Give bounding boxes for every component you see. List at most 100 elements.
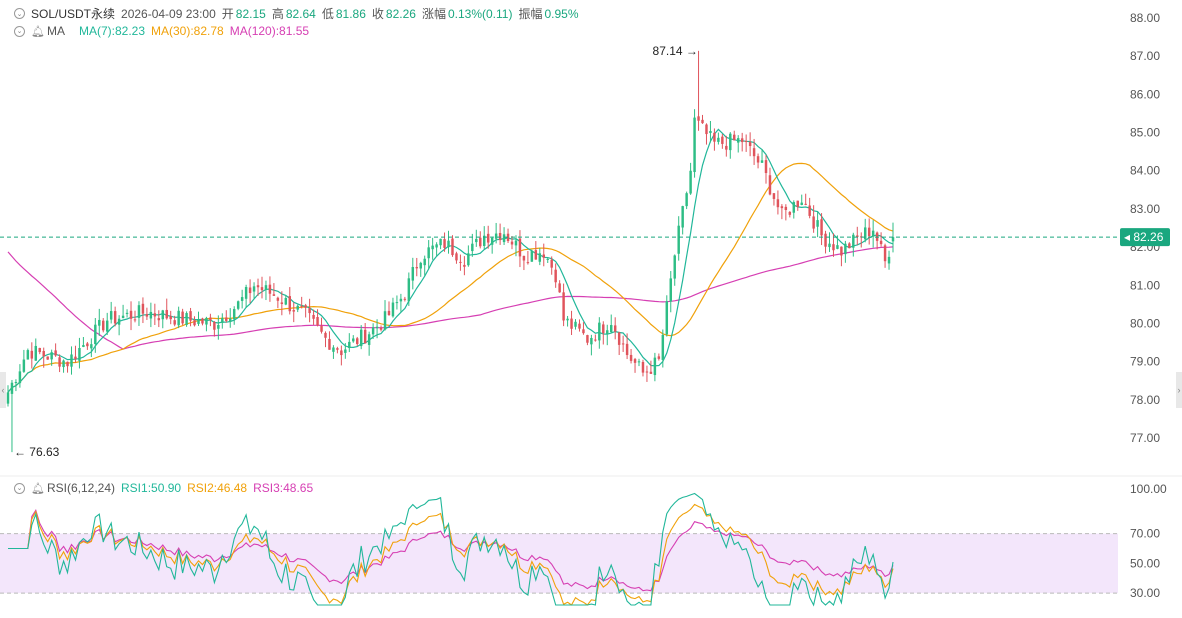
price-tick-label: 81.00 [1130, 278, 1160, 292]
candle-body [232, 309, 236, 320]
price-tick-label: 84.00 [1130, 164, 1160, 178]
rsi-tick-label: 100.00 [1130, 482, 1167, 496]
candle-body [677, 225, 680, 254]
candle-body [387, 310, 391, 316]
candle-body [284, 298, 288, 305]
candle-body [153, 313, 157, 317]
candle-body [177, 310, 180, 326]
candle-body [808, 205, 811, 216]
candle-body [760, 160, 764, 163]
candle-body [582, 329, 585, 334]
candle-body [419, 262, 422, 269]
candle-body [510, 241, 514, 245]
candle-body [784, 206, 788, 210]
collapse-chevron-icon[interactable]: ⌄ [14, 482, 25, 494]
low-label: 低 [321, 7, 334, 21]
candle-body [94, 324, 97, 344]
candle-body [236, 301, 240, 309]
price-tick-label: 86.00 [1130, 87, 1160, 101]
candle-body [201, 318, 204, 324]
candle-body [312, 314, 315, 319]
candle-body [268, 284, 272, 294]
price-tick-label: 78.00 [1130, 393, 1160, 407]
candle-body [566, 318, 569, 321]
price-axis: 88.0087.0086.0085.0084.0083.0082.0081.00… [1130, 11, 1167, 600]
scroll-right-handle[interactable]: › [1176, 372, 1182, 408]
candle-body [832, 244, 835, 251]
rsi-tick-label: 50.00 [1130, 556, 1160, 570]
candle-body [812, 216, 815, 229]
bell-icon[interactable]: 🔔︎ [31, 25, 45, 38]
last-price-tag [1120, 228, 1170, 247]
collapse-chevron-icon[interactable]: ⌄ [14, 8, 25, 19]
candle-body [689, 170, 692, 194]
candle-body [649, 371, 653, 374]
rsi2-line [8, 503, 894, 606]
candle-body [800, 202, 803, 205]
candle-body [181, 311, 184, 324]
candle-body [645, 371, 649, 373]
ma120-line [7, 246, 894, 350]
candle-body [244, 286, 248, 299]
candle-body [693, 117, 696, 173]
candle-body [471, 243, 474, 252]
candle-body [276, 297, 280, 301]
candle-body [494, 233, 498, 239]
candle-body [824, 233, 827, 247]
ma-lines [7, 128, 894, 393]
candle-body [272, 294, 276, 296]
candle-body [780, 206, 784, 209]
candle-body [756, 156, 760, 163]
open-value: 82.15 [235, 6, 266, 21]
candle-body [844, 243, 847, 255]
collapse-chevron-icon[interactable]: ⌄ [14, 25, 25, 37]
candle-body [125, 312, 129, 314]
bell-icon[interactable]: 🔔︎ [31, 482, 45, 495]
scroll-left-handle[interactable]: ‹ [0, 372, 6, 408]
candle-body [229, 318, 232, 322]
candle-body [820, 219, 823, 236]
candle-body [42, 350, 45, 357]
candle-body [681, 206, 684, 228]
candle-body [10, 382, 14, 394]
candle-body [657, 356, 661, 359]
candle-body [871, 230, 875, 237]
candle-body [86, 343, 89, 347]
candle-body [336, 348, 339, 350]
candle-body [856, 235, 859, 237]
candle-body [502, 234, 506, 243]
candle-body [768, 175, 772, 195]
markers: ◂ 82.26 87.14 → ← 76.63 [0, 44, 1170, 459]
candle-body [879, 240, 883, 245]
candle-body [574, 321, 577, 327]
candle-body [98, 319, 101, 326]
candle-body [729, 133, 732, 151]
candle-body [443, 239, 446, 248]
rsi1-value: RSI1:50.90 [121, 481, 182, 495]
candle-body [82, 345, 85, 347]
candle-body [475, 238, 478, 243]
candle-body [685, 193, 688, 207]
candle-body [292, 310, 295, 312]
candle-body [435, 244, 438, 248]
price-tick-label: 87.00 [1130, 49, 1160, 63]
candle-body [391, 302, 395, 317]
candle-body [506, 233, 510, 242]
rsi2-value: RSI2:46.48 [187, 481, 248, 495]
candle-body [359, 329, 363, 347]
candle-body [197, 319, 200, 324]
candle-body [717, 137, 720, 142]
candle-body [102, 320, 105, 331]
candle-body [18, 371, 22, 384]
candle-body [558, 283, 561, 293]
candle-body [490, 237, 494, 245]
candle-body [530, 251, 534, 262]
candle-body [788, 211, 792, 215]
candle-body [169, 316, 172, 320]
candle-body [423, 258, 426, 266]
candle-body [479, 237, 482, 247]
candle-body [308, 308, 311, 314]
price-tick-label: 77.00 [1130, 431, 1160, 445]
